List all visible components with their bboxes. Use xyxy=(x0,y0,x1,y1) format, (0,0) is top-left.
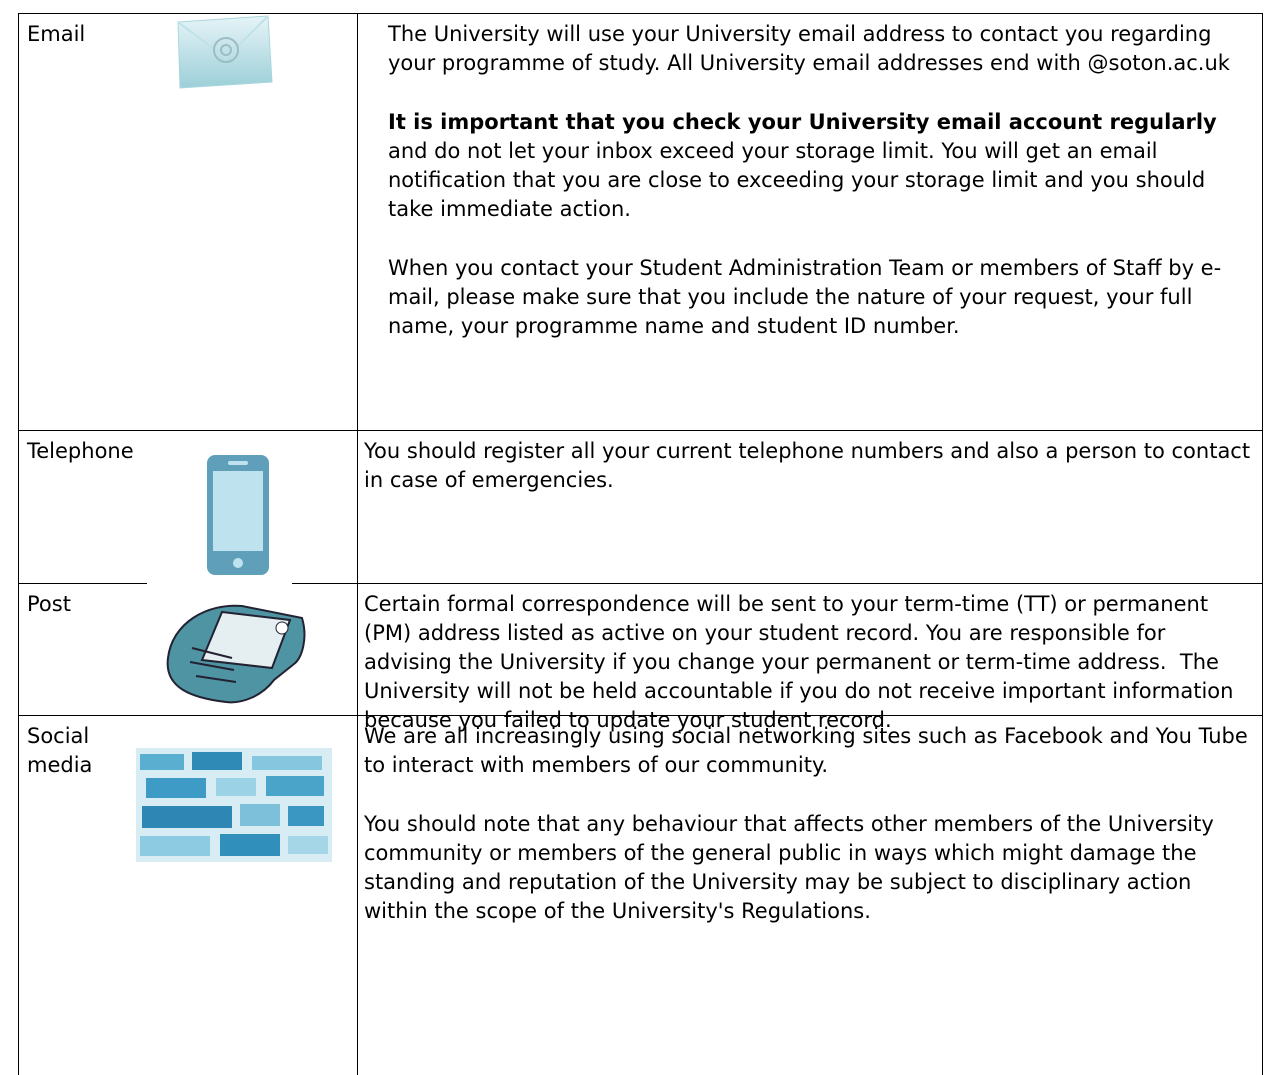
paragraph: We are all increasingly using social net… xyxy=(364,722,1256,780)
row-label: Social media xyxy=(27,724,96,777)
paragraph: You should register all your current tel… xyxy=(364,437,1256,495)
bold-text: It is important that you check your Univ… xyxy=(388,110,1217,134)
paragraph-text: We are all increasingly using social net… xyxy=(364,724,1255,777)
phone-icon xyxy=(207,455,269,575)
table-row: Social media We are all increasingly usin… xyxy=(18,715,1263,1075)
table-row: Post Certain formal correspondence will b… xyxy=(18,583,1263,732)
paragraph: Certain formal correspondence will be se… xyxy=(364,590,1256,735)
border-gap xyxy=(147,581,292,585)
paragraph-text: You should note that any behaviour that … xyxy=(364,812,1221,923)
email-icon xyxy=(177,15,273,89)
row-label: Telephone xyxy=(27,439,134,463)
content-cell: We are all increasingly using social net… xyxy=(364,722,1256,956)
social-media-icon xyxy=(136,748,332,862)
paragraph: It is important that you check your Univ… xyxy=(388,108,1256,224)
label-cell: Email xyxy=(19,14,358,430)
table-row: Email The University will use your Univer… xyxy=(18,13,1263,430)
paragraph-text: When you contact your Student Administra… xyxy=(388,256,1222,338)
paragraph: You should note that any behaviour that … xyxy=(364,810,1256,926)
paragraph: When you contact your Student Administra… xyxy=(388,254,1256,341)
label-cell: Post xyxy=(19,584,358,715)
paragraph-text: and do not let your inbox exceed your st… xyxy=(388,139,1212,221)
content-cell: You should register all your current tel… xyxy=(364,437,1256,525)
content-cell: Certain formal correspondence will be se… xyxy=(364,590,1256,765)
paragraph-text: You should register all your current tel… xyxy=(364,439,1257,492)
label-cell: Telephone xyxy=(19,431,358,583)
label-cell: Social media xyxy=(19,716,358,1075)
post-icon xyxy=(166,604,306,704)
row-label: Post xyxy=(27,592,71,616)
paragraph: The University will use your University … xyxy=(388,20,1256,78)
paragraph-text: Certain formal correspondence will be se… xyxy=(364,592,1241,732)
row-label: Email xyxy=(27,22,86,46)
paragraph-text: The University will use your University … xyxy=(388,22,1230,75)
content-cell: The University will use your University … xyxy=(388,20,1256,371)
table-row: Telephone You should register all your cu… xyxy=(18,430,1263,583)
